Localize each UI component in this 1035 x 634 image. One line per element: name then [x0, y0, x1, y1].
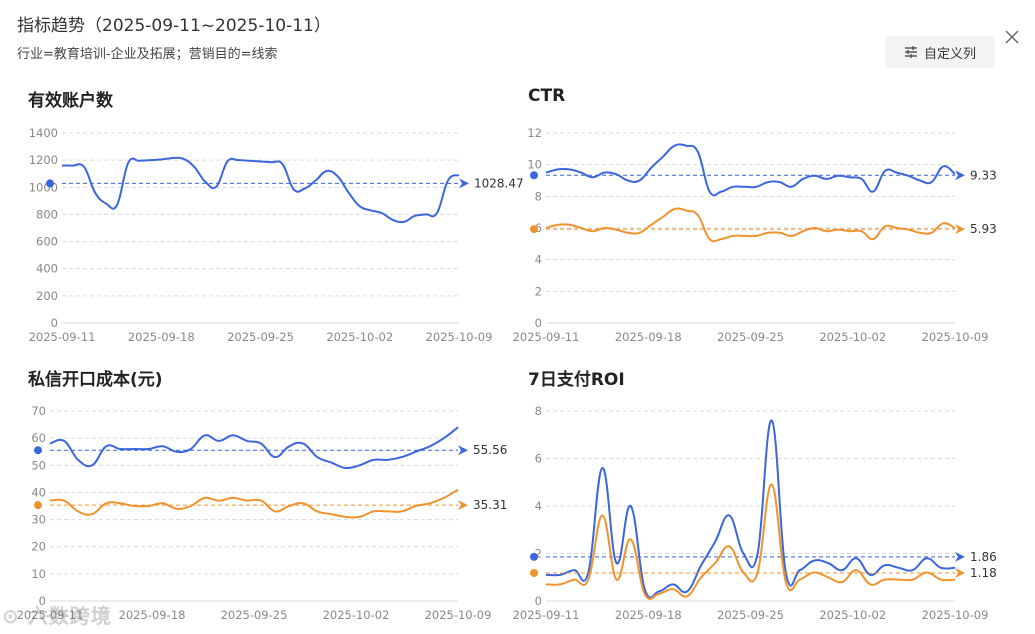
average-arrow-orange	[955, 567, 965, 578]
x-tick-label: 2025-09-25	[717, 330, 784, 344]
average-marker-orange	[530, 568, 538, 577]
y-tick-label: 200	[36, 289, 58, 303]
sliders-icon	[904, 46, 917, 58]
chart-title-roi-7d: 7日支付ROI	[528, 370, 625, 390]
y-tick-label: 600	[36, 235, 58, 249]
x-tick-label: 2025-09-11	[29, 330, 96, 344]
average-marker-blue	[34, 446, 42, 455]
average-marker-blue	[530, 552, 538, 561]
y-tick-label: 2	[535, 547, 542, 561]
y-tick-label: 400	[36, 262, 58, 276]
page-title: 指标趋势（2025-09-11~2025-10-11）	[17, 16, 331, 36]
x-tick-label: 2025-10-09	[425, 608, 492, 622]
series-line-orange	[545, 483, 956, 600]
y-tick-label: 10	[527, 158, 542, 172]
y-tick-label: 50	[31, 458, 46, 472]
average-marker-orange	[34, 501, 42, 510]
series-line-orange	[49, 488, 459, 519]
chart-title-private-msg-cost: 私信开口成本(元)	[28, 370, 163, 390]
custom-columns-label: 自定义列	[923, 46, 976, 62]
y-tick-label: 1400	[29, 126, 58, 140]
series-line-blue	[49, 426, 459, 470]
y-tick-label: 10	[31, 567, 46, 581]
chart-title-valid-accounts: 有效账户数	[28, 91, 113, 111]
average-label-blue: 55.56	[473, 443, 507, 457]
average-arrow-blue	[458, 445, 468, 456]
y-tick-label: 12	[527, 126, 542, 140]
x-tick-label: 2025-09-18	[615, 330, 682, 344]
series-line-blue	[545, 419, 956, 599]
x-tick-label: 2025-09-25	[221, 608, 288, 622]
y-tick-label: 8	[535, 189, 542, 203]
y-tick-label: 70	[31, 404, 46, 418]
y-tick-label: 0	[39, 594, 46, 608]
x-tick-label: 2025-09-11	[17, 608, 84, 622]
x-tick-label: 2025-10-09	[426, 330, 493, 344]
x-tick-label: 2025-09-11	[513, 608, 580, 622]
x-tick-label: 2025-10-02	[819, 608, 886, 622]
average-arrow-blue	[955, 170, 965, 181]
series-line-blue	[61, 156, 460, 224]
average-arrow-orange	[955, 224, 965, 235]
y-tick-label: 0	[535, 316, 542, 330]
average-label-blue: 1028.47	[474, 176, 524, 190]
y-tick-label: 6	[535, 221, 542, 235]
average-arrow-orange	[458, 500, 468, 511]
x-tick-label: 2025-10-09	[922, 330, 989, 344]
y-tick-label: 30	[31, 513, 46, 527]
chart-title-ctr: CTR	[528, 86, 566, 106]
x-tick-label: 2025-10-09	[922, 608, 989, 622]
x-tick-label: 2025-09-18	[119, 608, 186, 622]
average-label-blue: 1.86	[970, 550, 997, 564]
x-tick-label: 2025-10-02	[819, 330, 886, 344]
y-tick-label: 1200	[29, 153, 58, 167]
y-tick-label: 800	[36, 207, 58, 221]
close-icon[interactable]	[1003, 28, 1021, 46]
average-label-orange: 5.93	[970, 222, 997, 236]
average-arrow-blue	[459, 178, 469, 189]
series-line-orange	[545, 207, 956, 243]
average-label-blue: 9.33	[970, 168, 997, 182]
y-tick-label: 20	[31, 540, 46, 554]
average-label-orange: 1.18	[970, 566, 997, 580]
filter-summary: 行业=教育培训-企业及拓展；营销目的=线索	[17, 47, 278, 62]
average-arrow-blue	[955, 551, 965, 562]
y-tick-label: 2	[535, 284, 542, 298]
average-marker-orange	[530, 225, 538, 234]
average-label-orange: 35.31	[473, 498, 507, 512]
x-tick-label: 2025-09-11	[513, 330, 580, 344]
custom-columns-button[interactable]: 自定义列	[885, 36, 995, 68]
average-marker-blue	[530, 171, 538, 180]
series-line-blue	[545, 143, 956, 197]
x-tick-label: 2025-09-18	[128, 330, 195, 344]
y-tick-label: 4	[535, 499, 542, 513]
average-marker-blue	[46, 179, 54, 188]
y-tick-label: 0	[535, 594, 542, 608]
x-tick-label: 2025-10-02	[323, 608, 390, 622]
x-tick-label: 2025-09-25	[227, 330, 294, 344]
x-tick-label: 2025-09-18	[615, 608, 682, 622]
y-tick-label: 0	[51, 316, 58, 330]
x-tick-label: 2025-10-02	[326, 330, 393, 344]
y-tick-label: 40	[31, 485, 46, 499]
y-tick-label: 4	[535, 253, 542, 267]
x-tick-label: 2025-09-25	[717, 608, 784, 622]
y-tick-label: 60	[31, 431, 46, 445]
y-tick-label: 8	[535, 404, 542, 418]
y-tick-label: 6	[535, 452, 542, 466]
